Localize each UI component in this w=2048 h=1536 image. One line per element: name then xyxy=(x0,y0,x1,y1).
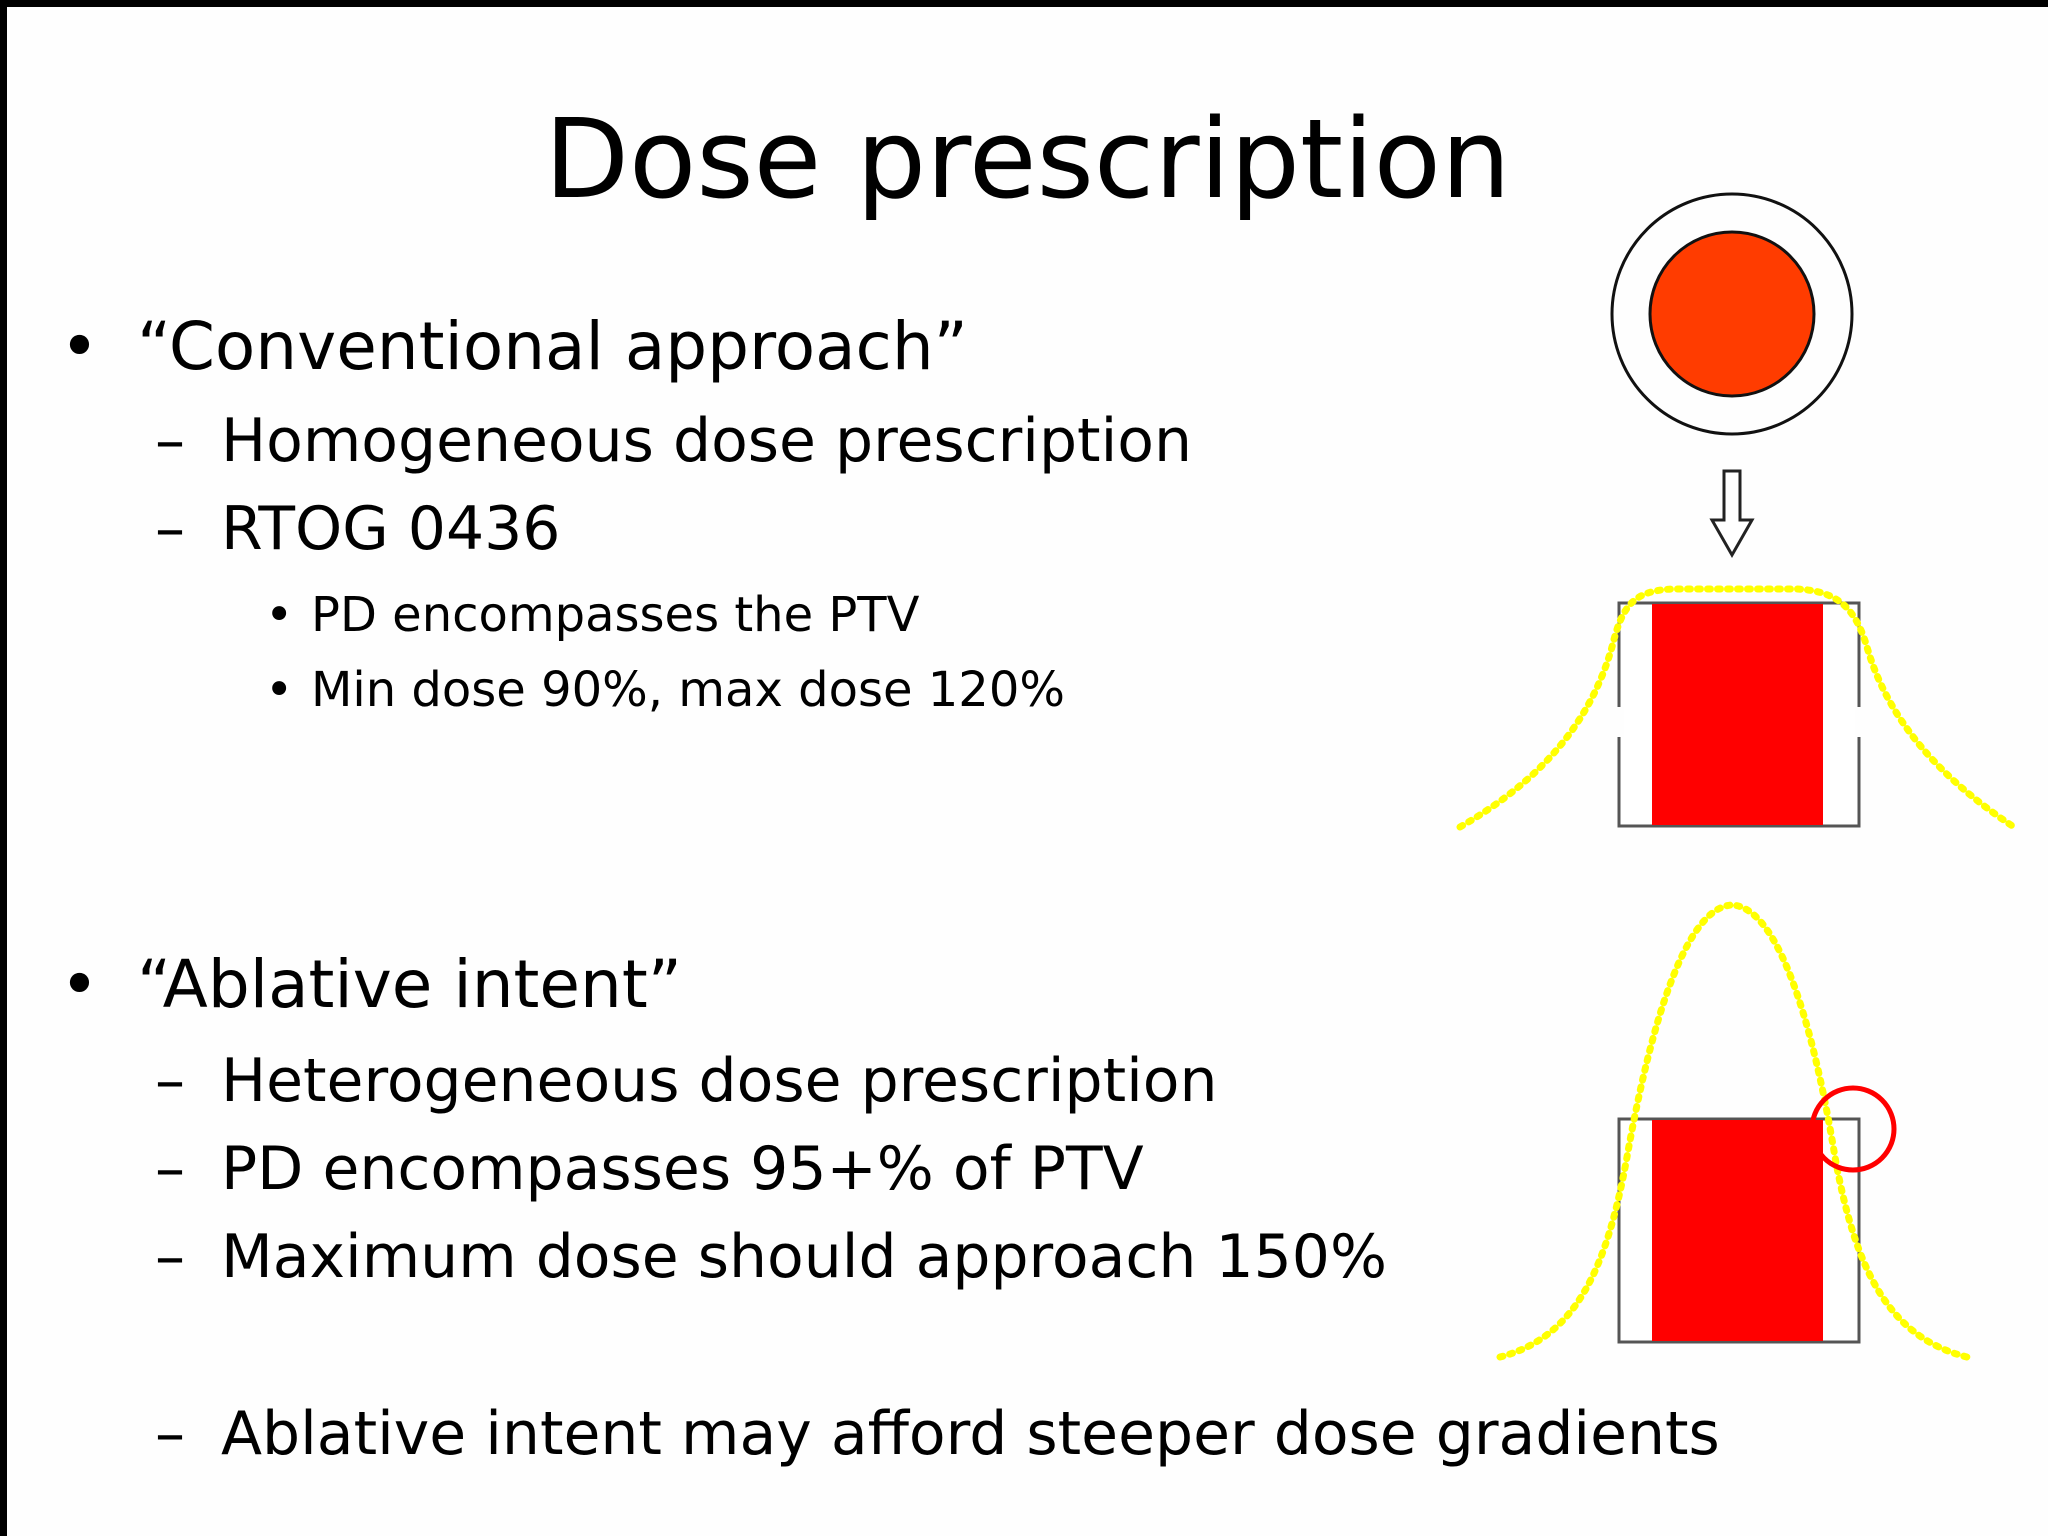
item-max-150: Maximum dose should approach 150% xyxy=(221,1222,1387,1292)
dose-diagrams xyxy=(1456,192,2021,1361)
slide: Dose prescription • “Conventional approa… xyxy=(7,7,2048,1536)
highlight-circle xyxy=(1809,1085,1897,1173)
sub-bullet-marker: • xyxy=(265,662,294,718)
item-heterogeneous: Heterogeneous dose prescription xyxy=(221,1046,1218,1116)
sub-bullet-marker: • xyxy=(265,587,294,643)
dash-marker: – xyxy=(155,406,185,476)
down-arrow-icon xyxy=(1709,469,1755,559)
slide-title: Dose prescription xyxy=(544,95,1511,223)
dash-marker: – xyxy=(155,494,185,564)
dash-marker: – xyxy=(155,1134,185,1204)
section-heading-ablative: “Ablative intent” xyxy=(137,946,682,1023)
bullet-marker: • xyxy=(60,946,99,1023)
dash-marker: – xyxy=(155,1399,185,1469)
item-steeper-gradients: Ablative intent may afford steeper dose … xyxy=(221,1399,1720,1469)
item-pd-95: PD encompasses 95+% of PTV xyxy=(221,1134,1144,1204)
heterogeneous-dose-diagram xyxy=(1496,901,1971,1361)
subitem-min-max: Min dose 90%, max dose 120% xyxy=(311,662,1065,718)
item-rtog: RTOG 0436 xyxy=(221,494,561,564)
dash-marker: – xyxy=(155,1046,185,1116)
subitem-pd-ptv: PD encompasses the PTV xyxy=(311,587,920,643)
bullet-marker: • xyxy=(60,308,99,385)
tumor-target-icon xyxy=(1610,192,1854,436)
item-homogeneous: Homogeneous dose prescription xyxy=(221,406,1192,476)
section-heading-conventional: “Conventional approach” xyxy=(137,308,968,385)
homogeneous-dose-diagram xyxy=(1456,585,2021,833)
dash-marker: – xyxy=(155,1222,185,1292)
